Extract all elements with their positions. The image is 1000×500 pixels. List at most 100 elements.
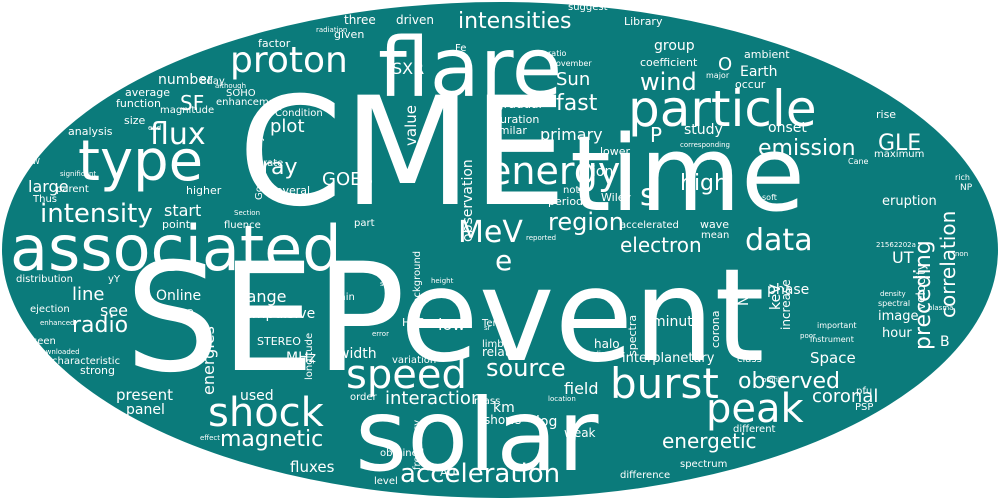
word: correlation [936, 211, 960, 318]
word: indicate [588, 350, 616, 358]
word: limb [482, 339, 504, 350]
word: size [124, 114, 146, 127]
word: B [940, 334, 950, 350]
word: preceding [911, 240, 936, 350]
word: poor [800, 332, 816, 340]
word: number [158, 72, 213, 88]
word: present [116, 386, 173, 404]
word: shock [208, 390, 325, 436]
word: reported [526, 234, 556, 242]
word: characteristic [52, 356, 120, 367]
word: HXR [402, 316, 426, 329]
word: strong [80, 364, 115, 377]
word: plasma [928, 304, 953, 312]
word: non [955, 250, 968, 258]
word: value [402, 105, 420, 146]
word: fluence [224, 220, 261, 231]
word: Fe [455, 43, 466, 54]
word: lower [600, 145, 631, 158]
word: W [32, 157, 40, 166]
word: order [350, 392, 378, 403]
word: sr [484, 324, 491, 332]
word: enhanced [40, 319, 75, 327]
word: rise [876, 108, 896, 121]
word: plot [270, 116, 305, 137]
word: factor [258, 37, 291, 50]
word: driven [396, 13, 434, 27]
word: mean [701, 230, 729, 241]
word: corresponding [680, 141, 730, 149]
word: data [745, 223, 813, 258]
word: keV [768, 284, 784, 310]
word: particle [628, 80, 817, 138]
word: onset [768, 120, 807, 136]
word: O [718, 54, 732, 75]
word: yY [108, 274, 121, 285]
word: halo [594, 337, 620, 351]
word: density [880, 290, 906, 298]
word: instrument [810, 335, 854, 344]
word: min [336, 292, 355, 303]
word: Cane [848, 157, 869, 166]
word: study [684, 122, 723, 138]
word: panel [126, 402, 165, 418]
word: width [338, 346, 377, 362]
word: Downloaded [36, 348, 80, 356]
word: P [650, 123, 662, 147]
word: GLE [878, 131, 921, 156]
word: burst [610, 359, 719, 408]
word: ratio [548, 49, 567, 58]
word: radio [72, 313, 128, 338]
word: maximum [874, 149, 924, 160]
word: low [438, 315, 465, 334]
word: GOES [322, 169, 373, 190]
word: fit [704, 152, 714, 163]
word: ion [592, 164, 613, 180]
word: seem [380, 280, 399, 288]
word: accelerated [620, 220, 679, 231]
word: Section [234, 209, 260, 217]
word: proton [230, 40, 348, 81]
word: velocity [914, 263, 928, 310]
word: function [116, 97, 161, 110]
word: energies [199, 326, 218, 395]
word: ray [262, 155, 298, 180]
word: spectral [878, 299, 910, 308]
word: Thus [32, 194, 57, 205]
word: Wiley [601, 191, 632, 204]
word: acceleration [400, 459, 560, 489]
word: flare [378, 21, 562, 116]
word: Space [810, 349, 856, 367]
word: spectra [626, 315, 639, 356]
word: flux [150, 117, 206, 152]
word: level [374, 476, 398, 487]
word: given [334, 28, 364, 41]
word: coronal [812, 386, 878, 407]
word: corona [709, 310, 722, 348]
word: enhancement [216, 97, 285, 108]
word: spectrum [680, 459, 727, 470]
word: eruption [882, 194, 937, 209]
word: effect [200, 434, 220, 442]
word: coefficient [640, 56, 698, 69]
word: end [148, 124, 161, 132]
word: km [493, 400, 515, 416]
word: time [570, 113, 805, 235]
word: difference [620, 470, 670, 481]
word: significant [60, 170, 96, 178]
word: CME [238, 66, 567, 240]
word: hour [882, 326, 912, 341]
word: seen [32, 336, 56, 347]
word: 8day [200, 76, 225, 87]
word: energy [488, 149, 620, 193]
word: log [536, 414, 557, 430]
word: event [400, 242, 765, 391]
word: s [640, 178, 656, 213]
word: PSP [855, 402, 873, 413]
word: radiation [316, 26, 347, 34]
word: class [737, 354, 762, 365]
word: STEREO [257, 335, 301, 348]
word: suggest [568, 2, 608, 13]
word: magnitude [160, 105, 214, 116]
word: N [736, 296, 752, 306]
